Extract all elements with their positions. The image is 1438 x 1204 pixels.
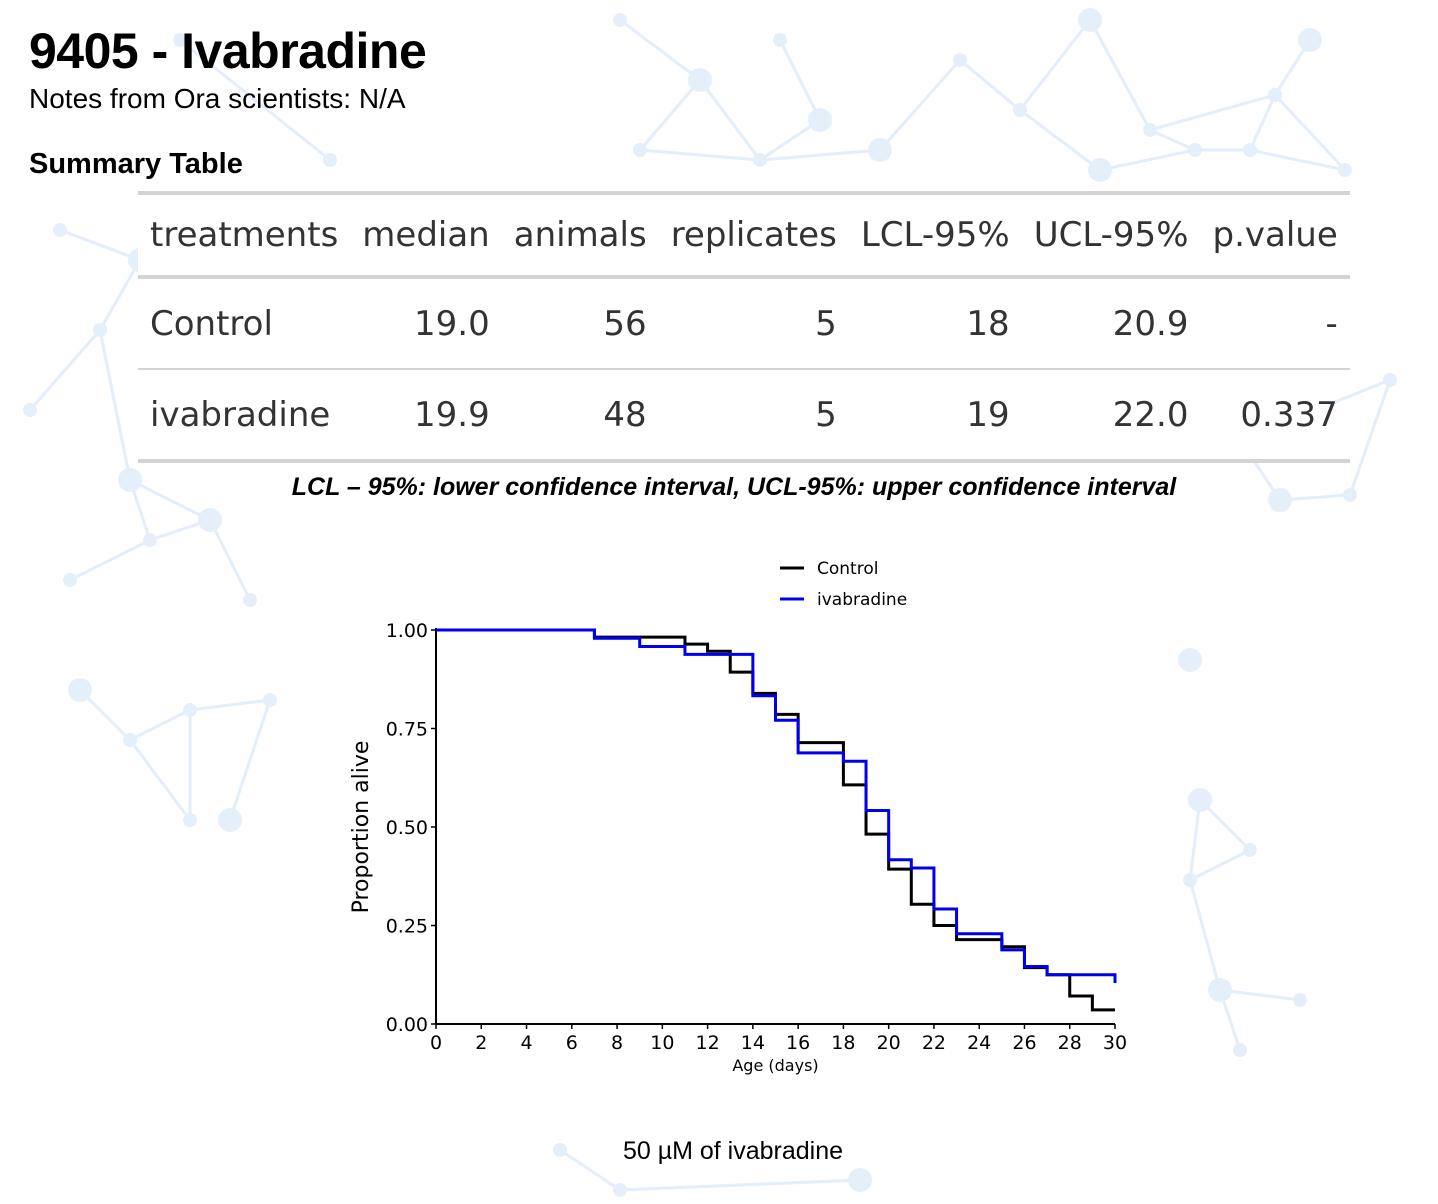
x-tick-label: 16 <box>786 1032 810 1054</box>
table-header-row: treatments median animals replicates LCL… <box>138 193 1350 277</box>
cell-animals: 56 <box>603 303 647 344</box>
y-tick-label: 0.75 <box>386 719 428 741</box>
summary-table: treatments median animals replicates LCL… <box>138 191 1350 463</box>
cell-pvalue: - <box>1325 303 1338 344</box>
y-axis-label: Proportion alive <box>349 741 374 914</box>
column-header-lcl: LCL-95% <box>860 215 1010 255</box>
x-tick-label: 18 <box>831 1032 855 1054</box>
x-tick-label: 22 <box>922 1032 946 1054</box>
cell-ucl: 20.9 <box>1112 303 1189 344</box>
cell-replicates: 5 <box>815 394 837 435</box>
cell-median: 19.9 <box>414 394 490 435</box>
x-tick-label: 0 <box>430 1032 442 1054</box>
series-line-control <box>436 628 1115 1012</box>
cell-lcl: 19 <box>966 394 1010 435</box>
y-tick-label: 1.00 <box>386 620 428 642</box>
chart-axes: 0 2 4 6 8 10 12 14 16 18 20 22 24 26 28 300.000.250.500… <box>386 620 1127 1054</box>
dose-footer: 50 µM of ivabradine <box>622 1137 844 1165</box>
x-tick-label: 2 <box>475 1032 487 1054</box>
x-tick-label: 24 <box>967 1032 991 1054</box>
y-tick-label: 0.25 <box>386 916 428 938</box>
x-axis-label: Age (days) <box>732 1056 818 1075</box>
cell-replicates: 5 <box>815 303 837 344</box>
column-header-median: median <box>362 215 490 255</box>
series-line-ivabradine <box>436 628 1117 984</box>
x-tick-label: 30 <box>1103 1032 1127 1054</box>
cell-treatment: Control <box>150 303 273 344</box>
y-tick-label: 0.00 <box>386 1014 428 1036</box>
chart-legend: Control ivabradine <box>780 559 907 610</box>
x-tick-label: 14 <box>741 1032 765 1054</box>
column-header-treatments: treatments <box>150 215 339 255</box>
scientist-notes: Notes from Ora scientists: N/A <box>29 83 406 114</box>
column-header-animals: animals <box>513 215 647 255</box>
x-tick-label: 12 <box>696 1032 720 1054</box>
cell-animals: 48 <box>603 394 647 435</box>
x-tick-label: 4 <box>520 1032 532 1054</box>
cell-median: 19.0 <box>414 303 490 344</box>
column-header-pvalue: p.value <box>1212 215 1338 255</box>
x-tick-label: 20 <box>877 1032 901 1054</box>
x-tick-label: 26 <box>1012 1032 1036 1054</box>
x-tick-label: 6 <box>566 1032 578 1054</box>
column-header-ucl: UCL-95% <box>1033 215 1189 255</box>
legend-label-control: Control <box>817 559 878 579</box>
table-caption: LCL – 95%: lower confidence interval, UC… <box>291 473 1177 501</box>
cell-treatment: ivabradine <box>150 394 331 435</box>
x-tick-label: 8 <box>611 1032 623 1054</box>
cell-pvalue: 0.337 <box>1240 394 1338 435</box>
y-tick-label: 0.50 <box>386 817 428 839</box>
legend-label-ivabradine: ivabradine <box>817 590 907 610</box>
x-tick-label: 28 <box>1058 1032 1082 1054</box>
table-row: ivabradine 19.9 48 5 19 22.0 0.337 <box>138 369 1350 461</box>
summary-table-heading: Summary Table <box>29 148 243 180</box>
page-title: 9405 - Ivabradine <box>29 23 427 79</box>
cell-ucl: 22.0 <box>1112 394 1189 435</box>
chart-series <box>436 628 1117 1012</box>
cell-lcl: 18 <box>966 303 1010 344</box>
table-row: Control 19.0 56 5 18 20.9 - <box>138 277 1350 369</box>
x-tick-label: 10 <box>650 1032 674 1054</box>
column-header-replicates: replicates <box>670 215 837 255</box>
